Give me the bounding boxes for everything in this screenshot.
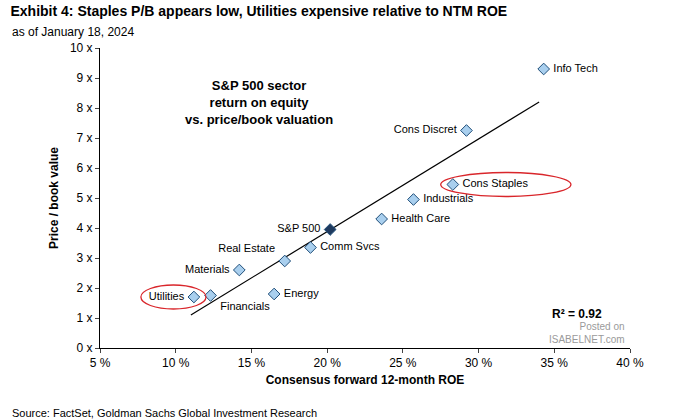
svg-text:S&P 500 sectorreturn on equity: S&P 500 sectorreturn on equityvs. price/…: [185, 78, 333, 127]
svg-text:Financials: Financials: [217, 300, 273, 312]
svg-text:Materials: Materials: [182, 263, 233, 275]
svg-text:Consensus forward 12-month ROE: Consensus forward 12-month ROE: [266, 373, 465, 387]
svg-text:8 x: 8 x: [77, 101, 93, 115]
svg-text:4 x: 4 x: [77, 221, 93, 235]
svg-text:3 x: 3 x: [77, 251, 93, 265]
svg-text:Energy: Energy: [281, 287, 322, 299]
svg-text:R² = 0.92: R² = 0.92: [552, 307, 602, 321]
svg-text:25 %: 25 %: [389, 356, 417, 370]
svg-text:Cons Staples: Cons Staples: [459, 177, 531, 189]
svg-text:0 x: 0 x: [77, 341, 93, 355]
svg-text:5 x: 5 x: [77, 191, 93, 205]
svg-text:2 x: 2 x: [77, 281, 93, 295]
svg-text:Real Estate: Real Estate: [215, 242, 278, 254]
svg-text:10 %: 10 %: [162, 356, 190, 370]
svg-text:Cons Discret: Cons Discret: [391, 123, 460, 135]
svg-text:20 %: 20 %: [313, 356, 341, 370]
svg-text:35 %: 35 %: [541, 356, 569, 370]
svg-text:10 x: 10 x: [70, 41, 93, 55]
svg-text:Industrials: Industrials: [420, 192, 476, 204]
svg-text:9 x: 9 x: [77, 71, 93, 85]
svg-text:Posted onISABELNET.com: Posted onISABELNET.com: [549, 321, 625, 345]
svg-text:40 %: 40 %: [616, 356, 644, 370]
svg-text:S&P 500: S&P 500: [274, 222, 323, 234]
svg-text:Comm Svcs: Comm Svcs: [317, 240, 382, 252]
svg-text:5 %: 5 %: [90, 356, 111, 370]
svg-text:7 x: 7 x: [77, 131, 93, 145]
svg-text:Health Care: Health Care: [388, 212, 453, 224]
svg-text:Exhibit 4: Staples P/B appears: Exhibit 4: Staples P/B appears low, Util…: [11, 3, 508, 19]
svg-text:Price / book value: Price / book value: [47, 147, 61, 249]
svg-text:Info Tech: Info Tech: [550, 62, 601, 74]
svg-text:1 x: 1 x: [77, 311, 93, 325]
svg-text:30 %: 30 %: [465, 356, 493, 370]
svg-text:15 %: 15 %: [238, 356, 266, 370]
svg-text:Utilities: Utilities: [146, 290, 188, 302]
svg-text:Source: FactSet, Goldman Sachs: Source: FactSet, Goldman Sachs Global In…: [12, 407, 317, 419]
svg-text:as of January 18, 2024: as of January 18, 2024: [12, 25, 134, 39]
svg-text:6 x: 6 x: [77, 161, 93, 175]
